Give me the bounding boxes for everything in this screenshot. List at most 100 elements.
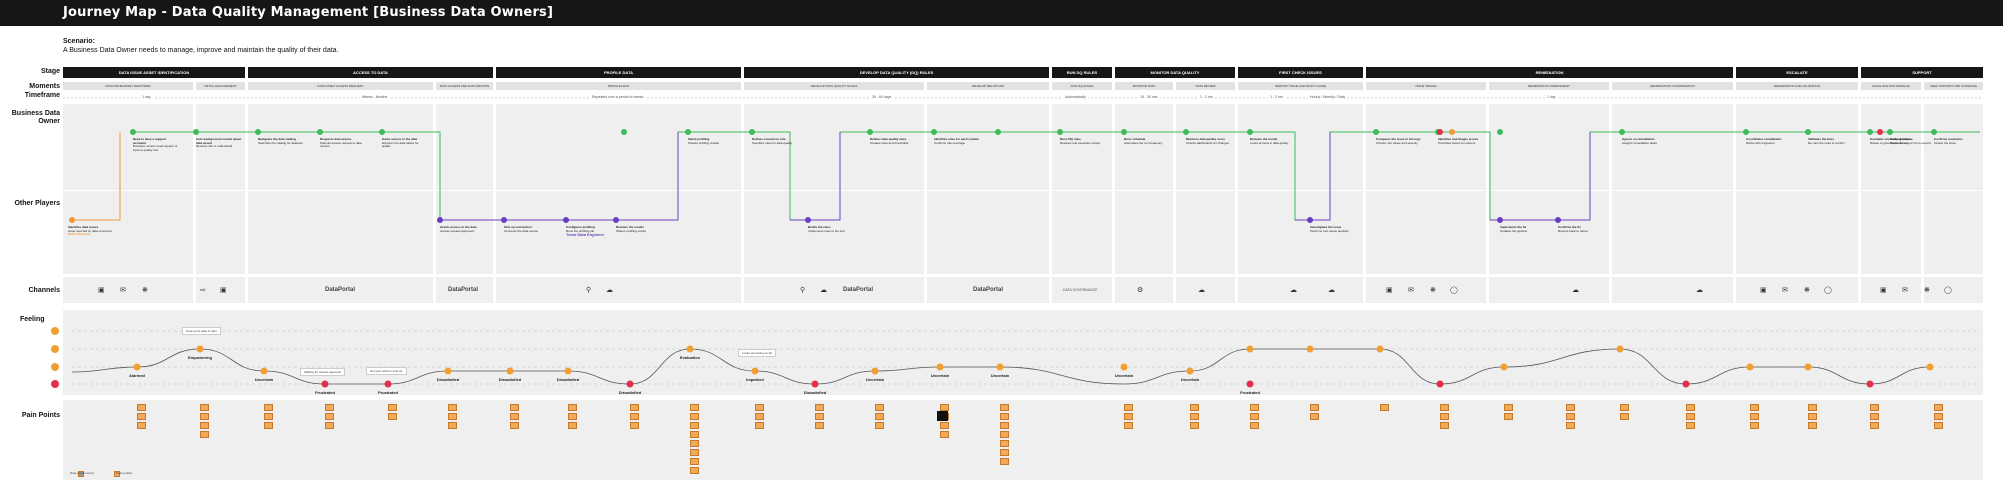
pain-point-card: [1870, 422, 1879, 429]
pain-point-card: [325, 404, 334, 411]
emotion-face-icon: [1866, 380, 1874, 388]
channel-cell: [1924, 277, 1983, 303]
bdo-note: Monitors data quality score Checks dashbo…: [1186, 137, 1230, 145]
globe-icon: ◯: [1944, 287, 1952, 294]
emotion-face-icon: [444, 367, 452, 375]
other-player-note: Grants access to the data Access request …: [440, 225, 477, 233]
settings-icon: ⚙: [1137, 287, 1144, 294]
role-label: Team Data Engineer: [566, 232, 605, 238]
timeframe-label: 15 - 30 min: [1138, 95, 1160, 99]
stage-profile-data: PROFILE DATA: [496, 67, 741, 78]
journey-dot: [613, 217, 619, 223]
journey-cell: [1176, 191, 1235, 274]
journey-dot: [1497, 129, 1503, 135]
journey-cell: [436, 191, 493, 274]
channel-cell: [1052, 277, 1112, 303]
moment-issue-identified: DATA ISSUE/ASSET IDENTIFIED: [63, 82, 193, 90]
channel-cell: [1736, 277, 1858, 303]
pain-point-card: [264, 413, 273, 420]
bdo-note: Defines a business rule Specifies rules f…: [752, 137, 793, 145]
row-label-timeframe: Timeframe: [24, 92, 60, 99]
journey-dot: [1183, 129, 1189, 135]
emotion-label: Frustrated: [315, 390, 335, 395]
mail-icon: ✉: [1902, 287, 1908, 294]
timeframe-label: 1 day: [1545, 95, 1558, 99]
moment-develop-relations: DEVELOP RELATIONS: [927, 82, 1049, 90]
pain-point-card: [200, 404, 209, 411]
journey-dot: [867, 129, 873, 135]
pain-point-card: [200, 431, 209, 438]
role-label: Data Consumer: [68, 232, 91, 237]
journey-cell: [63, 104, 193, 190]
journey-cell: [1115, 104, 1173, 190]
journey-cell: [196, 191, 245, 274]
dataportal-logo: DataPortal: [843, 287, 874, 293]
pain-point-card: [325, 413, 334, 420]
pain-point-card: [1504, 413, 1513, 420]
emotion-face-icon: [1306, 345, 1314, 353]
journey-dot: [69, 217, 75, 223]
emotion-label: Uncertain: [865, 377, 885, 382]
pain-point-card: [815, 413, 824, 420]
emotion-face-icon: [564, 367, 572, 375]
bdo-note: Navigates the data catalog Searches the c…: [258, 137, 303, 145]
journey-dot: [437, 217, 443, 223]
pain-point-card: [690, 440, 699, 447]
stage-run-dq-rules: RUN DQ RULES: [1052, 67, 1112, 78]
journey-dot: [1877, 129, 1883, 135]
pain-point-card: [690, 467, 699, 474]
journey-dot: [1373, 129, 1379, 135]
journey-cell: [1924, 191, 1983, 274]
emotion-face-icon: [1186, 367, 1194, 375]
journey-dot: [1555, 217, 1561, 223]
pain-point-card: [1566, 413, 1575, 420]
pain-point-card: [1808, 413, 1817, 420]
pain-point-card: [875, 413, 884, 420]
bdo-note: Agrees on remediation Assigns remediation…: [1622, 137, 1657, 145]
teams-icon: ▣: [1386, 287, 1393, 294]
pain-point-card: [1870, 413, 1879, 420]
journey-dot: [1805, 129, 1811, 135]
journey-cell: [1238, 191, 1363, 274]
row-label-stage: Stage: [40, 68, 60, 75]
other-player-note: Builds the rules Implements rules in the …: [808, 225, 845, 233]
channel-cell: [1489, 277, 1609, 303]
dataportal-logo: DataPortal: [325, 287, 356, 293]
globe-icon: ◯: [1450, 287, 1458, 294]
journey-cell: [1736, 104, 1858, 190]
channel-cell: [1366, 277, 1486, 303]
pain-point-card: [940, 431, 949, 438]
moment-initial-engagement: INITIAL ENGAGEMENT: [196, 82, 245, 90]
feeling-panel: [63, 310, 1983, 395]
pain-point-card: [1000, 458, 1009, 465]
globe-icon: ◯: [1824, 287, 1832, 294]
teams-icon: ▣: [98, 287, 105, 294]
pain-point-card: [630, 404, 639, 411]
row-label-channels: Channels: [28, 287, 60, 294]
journey-dot: [1619, 129, 1625, 135]
journey-dot: [1497, 217, 1503, 223]
journey-dot: [130, 129, 136, 135]
bdo-note: Requests data access Submits access reque…: [320, 137, 362, 149]
pain-point-card: [568, 413, 577, 420]
bdo-note: Gains access to the data Explores the dat…: [382, 137, 419, 149]
legend-consumer: Data consumer(s): [70, 471, 94, 475]
emotion-label: Dissatisfied: [618, 390, 642, 395]
mail-icon: ✉: [120, 287, 126, 294]
bdo-note: Confirms resolution Closes the issue: [1934, 137, 1963, 145]
emotion-label: Uncertain: [1180, 377, 1200, 382]
pain-point-card: [1000, 422, 1009, 429]
row-label-moments: Moments: [29, 83, 60, 90]
journey-cell: [1052, 191, 1112, 274]
moment-monitor-data: MONITOR DATA: [1115, 82, 1173, 90]
journey-cell: [1238, 104, 1363, 190]
dataportal-logo: DataPortal: [448, 287, 479, 293]
bdo-note: Validates the fixes Re-runs the rules to …: [1808, 137, 1846, 145]
pain-point-card: [1000, 404, 1009, 411]
pain-point-card: [690, 413, 699, 420]
channel-cell: [196, 277, 245, 303]
emotion-face-icon: [1500, 363, 1508, 371]
bdo-note: Escalates unresolved issues Raises to gov…: [1870, 137, 1911, 145]
pain-point-card: [137, 404, 146, 411]
journey-cell: [63, 191, 193, 274]
